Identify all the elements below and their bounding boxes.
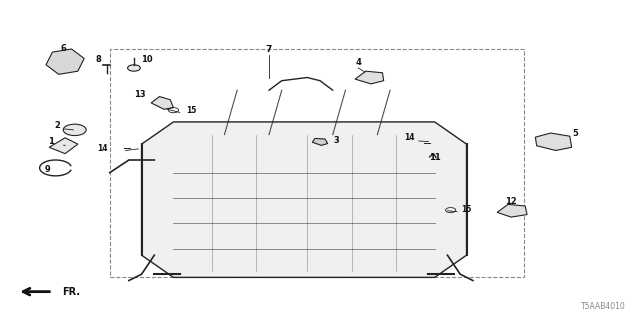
Text: T5AAB4010: T5AAB4010 (581, 302, 626, 311)
Polygon shape (536, 133, 572, 150)
Text: 13: 13 (134, 90, 146, 99)
Text: 3: 3 (333, 136, 339, 145)
Polygon shape (151, 97, 173, 109)
Text: 6: 6 (61, 44, 67, 52)
Text: 11: 11 (429, 153, 440, 162)
Polygon shape (49, 138, 78, 154)
Circle shape (63, 124, 86, 136)
Text: 8: 8 (95, 55, 101, 64)
Text: 14: 14 (97, 144, 108, 153)
Polygon shape (355, 71, 384, 84)
Text: 10: 10 (141, 55, 152, 64)
Text: 14: 14 (404, 133, 415, 142)
Text: 2: 2 (54, 121, 60, 130)
Text: 15: 15 (186, 106, 196, 115)
Text: 7: 7 (266, 45, 272, 54)
Text: 4: 4 (355, 58, 361, 67)
Polygon shape (497, 204, 527, 217)
Text: 12: 12 (506, 197, 517, 206)
Text: 1: 1 (48, 137, 54, 146)
Polygon shape (46, 49, 84, 74)
Polygon shape (312, 139, 328, 145)
Text: FR.: FR. (62, 287, 80, 297)
Circle shape (127, 65, 140, 71)
Polygon shape (141, 122, 467, 277)
Text: 9: 9 (44, 165, 50, 174)
Text: 15: 15 (461, 205, 472, 214)
Text: 5: 5 (572, 129, 578, 138)
